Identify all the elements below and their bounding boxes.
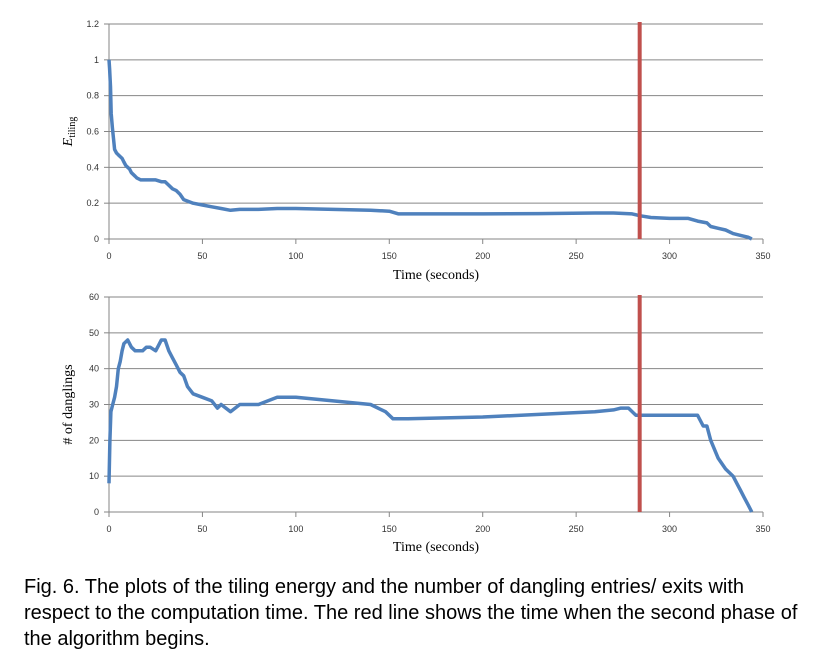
figure: 00.20.40.60.811.20 50 100 150 200 250 300 350 T… [61,19,771,555]
danglings-series-line [107,338,754,513]
chart-danglings: 0 10 20 30 40 50 60 0 50 100 150 200 250 300 350 Time … [61,292,771,555]
y-tick-label: 50 [89,328,99,338]
y-tick-label: 0.6 [86,127,99,137]
y-tick-label: 40 [89,364,99,374]
x-tick-label: 200 [475,251,490,261]
x-tick-label: 300 [662,251,677,261]
y-tick-label: 1.2 [86,19,99,29]
y-tick-label: 10 [89,471,99,481]
chart-energy: 0 0.2 0.4 0.6 0.8 1 1.2 0 50 100 150 200 250 300 350 T… [61,19,771,283]
chart-energy-y-axis-title-main: E [61,137,76,147]
x-tick-label: 250 [569,524,584,534]
chart-energy-grid [109,23,763,204]
x-tick-label: 150 [382,251,397,261]
x-tick-label: 300 [662,524,677,534]
y-tick-label: 0.4 [86,162,99,172]
y-tick-label: 0 [94,234,99,244]
x-tick-label: 200 [475,524,490,534]
energy-series-line [107,59,753,241]
x-tick-label: 150 [382,524,397,534]
chart-energy-y-axis-title-sub: tiling [67,117,78,138]
chart-danglings-ticks: 0 10 20 30 40 50 60 0 50 100 150 200 250 300 350 [89,292,771,534]
chart-danglings-x-axis-title: Time (seconds) [393,540,480,555]
y-tick-label: 30 [89,400,99,410]
x-tick-label: 100 [288,524,303,534]
x-tick-label: 50 [197,524,207,534]
x-tick-label: 50 [197,251,207,261]
y-tick-label: 0.2 [86,198,99,208]
y-tick-label: 60 [89,292,99,302]
x-tick-label: 250 [569,251,584,261]
y-tick-label: 1 [94,55,99,65]
chart-danglings-grid [109,296,763,477]
chart-danglings-y-axis-title: # of danglings [61,364,76,444]
y-tick-label: 0 [94,507,99,517]
x-tick-label: 350 [755,524,770,534]
y-tick-label: 0.8 [86,91,99,101]
x-tick-label: 0 [106,524,111,534]
chart-energy-x-axis-title: Time (seconds) [393,268,480,283]
x-tick-label: 0 [106,251,111,261]
chart-energy-ticks: 0 0.2 0.4 0.6 0.8 1 1.2 0 50 100 150 200 250 300 350 [86,19,770,261]
x-tick-label: 100 [288,251,303,261]
figure-caption: Fig. 6. The plots of the tiling energy a… [24,576,798,650]
chart-energy-y-axis-title: Etiling [61,117,78,148]
x-tick-label: 350 [755,251,770,261]
y-tick-label: 20 [89,435,99,445]
